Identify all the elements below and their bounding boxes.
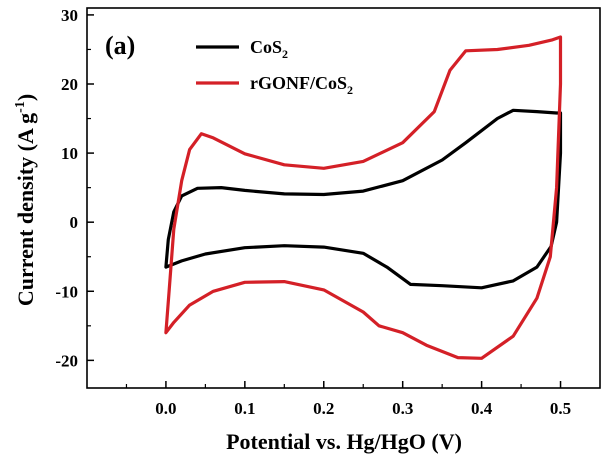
y-tick-label: 30 (61, 6, 78, 25)
series-layer (164, 35, 563, 360)
series-rgonf-cos2-curve (164, 35, 563, 360)
x-tick-label: 0.1 (234, 399, 255, 418)
legend: CoS2 rGONF/CoS2 (196, 37, 353, 97)
y-tick-label: -10 (55, 282, 78, 301)
ticks-layer (87, 14, 562, 388)
x-axis-title: Potential vs. Hg/HgO (V) (226, 429, 462, 454)
y-tick-label: 10 (61, 144, 78, 163)
x-tick-label: 0.5 (550, 399, 571, 418)
x-tick-label: 0.4 (471, 399, 493, 418)
plot-frame (86, 7, 601, 389)
y-tick-label: 0 (70, 213, 79, 232)
legend-label-rgonf-cos2: rGONF/CoS2 (250, 73, 353, 97)
x-tick-label: 0.3 (392, 399, 413, 418)
y-tick-label: 20 (61, 75, 78, 94)
y-axis-title: Current density (A g-1) (13, 94, 38, 306)
y-tick-label: -20 (55, 351, 78, 370)
x-tick-label: 0.0 (155, 399, 176, 418)
legend-label-cos2: CoS2 (250, 37, 288, 61)
series-cos2-curve (164, 108, 563, 290)
panel-label: (a) (105, 31, 135, 60)
tick-labels-layer: 0.0 0.1 0.2 0.3 0.4 0.5 -20 -10 0 10 20 30 (55, 6, 571, 418)
x-tick-label: 0.2 (313, 399, 334, 418)
